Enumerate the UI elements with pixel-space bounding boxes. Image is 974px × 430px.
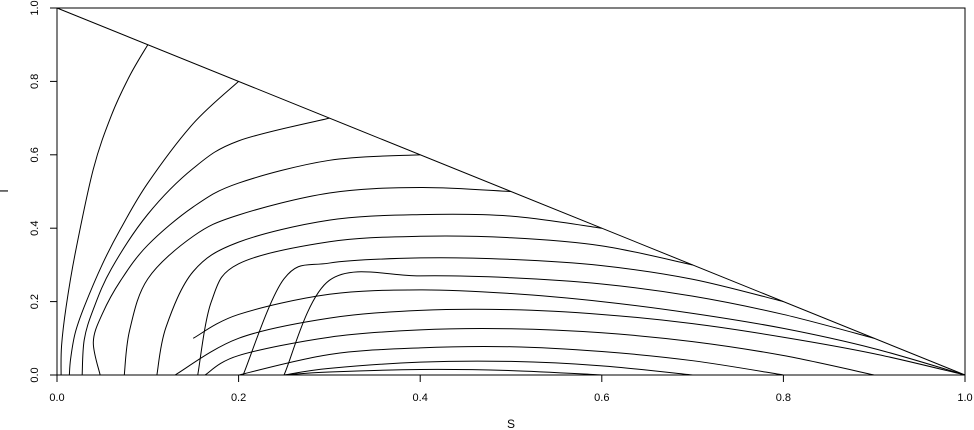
trajectory-curve-8 (242, 257, 784, 376)
y-tick-label: 0.0 (29, 367, 41, 382)
x-axis-title: S (507, 417, 515, 430)
trajectory-curve-11 (174, 308, 966, 376)
x-tick-label: 0.4 (413, 392, 428, 404)
trajectory-curve-10 (192, 289, 966, 376)
y-tick-label: 0.6 (29, 147, 41, 162)
trajectory-curve-12 (204, 328, 875, 376)
trajectory-curve-14 (283, 360, 693, 376)
y-axis: 0.0 0.2 0.4 0.6 0.8 1.0 (29, 0, 58, 383)
x-tick-label: 0.6 (594, 392, 609, 404)
x-tick-label: 0.2 (231, 392, 246, 404)
x-tick-label: 0.8 (776, 392, 791, 404)
y-tick-label: 1.0 (29, 0, 41, 15)
trajectory-curve-2 (68, 81, 239, 376)
trajectory-curve-7 (197, 235, 693, 376)
trajectory-curve-4 (92, 154, 421, 376)
trajectory-curve-5 (123, 186, 512, 376)
x-tick-label: 0.0 (49, 392, 64, 404)
y-axis-title: I (0, 189, 11, 192)
trajectory-curves (60, 44, 966, 376)
trajectory-curve-9 (283, 271, 875, 376)
y-tick-label: 0.8 (29, 74, 41, 89)
trajectory-curve-15 (283, 368, 602, 376)
trajectory-curve-1 (60, 44, 149, 376)
trajectory-curve-13 (238, 345, 784, 376)
x-tick-label: 1.0 (957, 392, 972, 404)
trajectory-curve-3 (81, 117, 330, 376)
y-tick-label: 0.4 (29, 221, 41, 236)
y-tick-label: 0.2 (29, 294, 41, 309)
x-axis: 0.0 0.2 0.4 0.6 0.8 1.0 (49, 374, 973, 404)
trajectory-curve-6 (156, 213, 602, 376)
